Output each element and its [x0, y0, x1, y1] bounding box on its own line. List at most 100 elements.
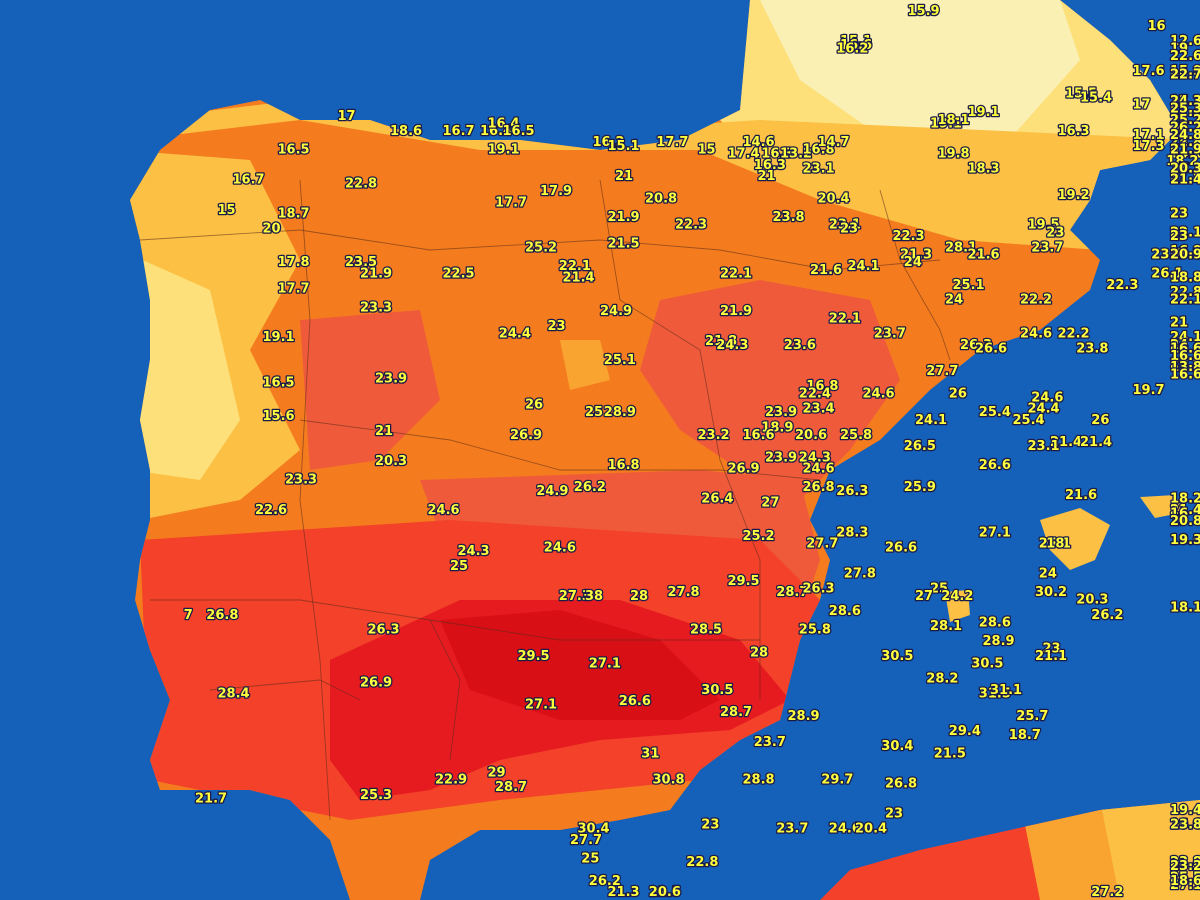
station-temperature-label: 18.2: [1170, 162, 1200, 177]
station-temperature-label: 13.2: [780, 147, 812, 162]
station-temperature-label: 31: [641, 747, 659, 762]
station-temperature-label: 21.3: [608, 885, 640, 900]
station-temperature-label: 16.6: [1170, 368, 1200, 383]
station-temperature-label: 28.3: [836, 525, 868, 540]
station-temperature-label: 19.3: [1170, 533, 1200, 548]
station-temperature-label: 15.1: [608, 139, 640, 154]
station-temperature-label: 25.9: [904, 480, 936, 495]
station-temperature-label: 21.9: [1170, 143, 1200, 158]
station-temperature-label: 23: [840, 222, 858, 237]
station-temperature-label: 23.3: [285, 473, 317, 488]
station-temperature-label: 22.7: [1170, 68, 1200, 83]
station-temperature-label: 25.3: [360, 788, 392, 803]
station-temperature-label: 24: [1039, 567, 1057, 582]
station-temperature-label: 16.9: [1170, 244, 1200, 259]
station-temperature-label: 28: [630, 589, 648, 604]
station-temperature-label: 28.9: [788, 709, 820, 724]
balearic-islands: [945, 495, 1185, 622]
station-temperature-label: 16.6: [743, 428, 775, 443]
station-temperature-label: 17.6: [1133, 64, 1165, 79]
station-temperature-label: 28.9: [604, 405, 636, 420]
station-temperature-label: 23: [1170, 207, 1188, 222]
station-temperature-label: 7: [184, 608, 193, 623]
station-temperature-label: 16.7: [233, 173, 265, 188]
station-temperature-label: 18.7: [278, 207, 310, 222]
station-temperature-label: 20.3: [1170, 162, 1200, 177]
station-temperature-label: 25.2: [743, 529, 775, 544]
station-temperature-label: 24.3: [458, 544, 490, 559]
station-temperature-label: 18.1: [1170, 600, 1200, 615]
station-temperature-label: 16.5: [503, 124, 535, 139]
station-temperature-label: 20.4: [818, 192, 850, 207]
station-temperature-label: 26.2: [574, 480, 606, 495]
station-temperature-label: 25.8: [799, 623, 831, 638]
station-temperature-label: 26.3: [368, 623, 400, 638]
station-temperature-label: 26.4: [701, 492, 733, 507]
station-temperature-label: 24.4: [499, 327, 531, 342]
station-temperature-label: 16.2: [836, 42, 868, 57]
station-temperature-label: 15.4: [1080, 90, 1112, 105]
station-temperature-label: 15: [698, 143, 716, 158]
station-temperature-label: 16.2: [1170, 128, 1200, 143]
station-temperature-label: 30.8: [653, 773, 685, 788]
station-temperature-label: 22.8: [345, 177, 377, 192]
station-temperature-label: 26: [949, 387, 967, 402]
station-temperature-label: 21: [615, 169, 633, 184]
station-temperature-label: 17.8: [1170, 514, 1200, 529]
station-temperature-label: 23.8: [1170, 855, 1200, 870]
station-temperature-label: 27: [761, 495, 779, 510]
station-temperature-label: 16.6: [840, 38, 872, 53]
station-temperature-label: 28.6: [979, 615, 1011, 630]
station-temperature-label: 24: [1170, 342, 1188, 357]
station-temperature-label: 23.2: [1170, 859, 1200, 874]
station-temperature-label: 16.5: [263, 375, 295, 390]
station-temperature-label: 38: [585, 589, 603, 604]
station-temperature-label: 23: [1043, 642, 1061, 657]
station-temperature-label: 18.6: [1170, 533, 1200, 548]
station-temperature-label: 24.6: [1031, 390, 1063, 405]
station-temperature-label: 14.7: [818, 135, 850, 150]
station-temperature-label: 17.9: [1170, 169, 1200, 184]
station-temperature-label: 22.5: [443, 267, 475, 282]
station-temperature-label: 24: [904, 255, 922, 270]
station-temperature-label: 26.3: [960, 338, 992, 353]
station-temperature-label: 21.5: [608, 237, 640, 252]
station-temperature-label: 21.4: [1080, 435, 1112, 450]
station-temperature-label: 18.9: [761, 420, 793, 435]
station-temperature-label: 17: [338, 109, 356, 124]
station-temperature-label: 15.9: [1170, 64, 1200, 79]
station-temperature-label: 28.7: [776, 585, 808, 600]
station-temperature-label: 27.7: [570, 833, 602, 848]
station-temperature-label: 16.8: [806, 379, 838, 394]
station-temperature-label: 24.9: [600, 304, 632, 319]
station-temperature-label: 29.7: [821, 773, 853, 788]
station-temperature-label: 21.9: [720, 304, 752, 319]
station-temperature-label: 23.7: [874, 327, 906, 342]
station-temperature-label: 22.1: [829, 312, 861, 327]
station-temperature-label: 24: [1170, 338, 1188, 353]
station-temperature-label: 22.1: [559, 259, 591, 274]
station-temperature-label: 15: [218, 203, 236, 218]
station-temperature-label: 25: [581, 852, 599, 867]
station-temperature-label: 20.9: [1170, 357, 1200, 372]
station-temperature-label: 24.2: [941, 589, 973, 604]
station-temperature-label: 25.2: [525, 240, 557, 255]
station-temperature-label: 18.3: [968, 162, 1000, 177]
station-temperature-label: 22.1: [720, 267, 752, 282]
station-temperature-label: 28.4: [218, 687, 250, 702]
station-temperature-label: 29: [488, 765, 506, 780]
station-temperature-label: 22.6: [1170, 49, 1200, 64]
station-temperature-label: 20.3: [1076, 593, 1108, 608]
station-temperature-label: 26.8: [803, 480, 835, 495]
station-temperature-label: 20.6: [795, 428, 827, 443]
station-temperature-label: 23: [885, 807, 903, 822]
station-temperature-label: 28.5: [690, 623, 722, 638]
station-temperature-label: 23.1: [1151, 248, 1183, 263]
station-temperature-label: 17.8: [278, 255, 310, 270]
station-temperature-label: 16.8: [608, 458, 640, 473]
station-temperature-label: 24.6: [428, 503, 460, 518]
station-temperature-label: 18.6: [390, 124, 422, 139]
station-temperature-label: 25.2: [1170, 113, 1200, 128]
